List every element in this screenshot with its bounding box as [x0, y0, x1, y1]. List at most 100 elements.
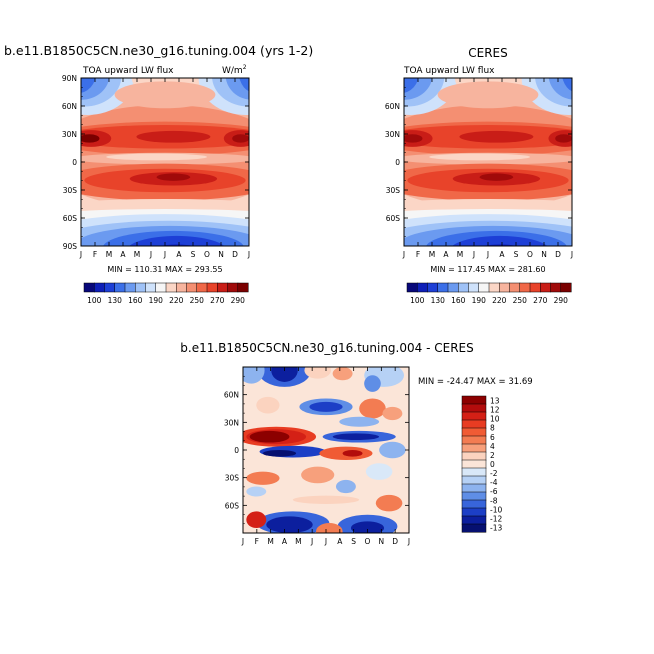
contour-region [562, 78, 572, 92]
colorbar-swatch [509, 282, 521, 293]
x-tick-label: D [232, 250, 238, 259]
panel-model-subtitle: TOA upward LW flux [82, 66, 174, 76]
x-tick-label: M [457, 250, 463, 259]
colorbar-label: 290 [554, 296, 569, 305]
x-tick-label: A [337, 537, 343, 546]
y-tick-label: 60S [386, 214, 401, 223]
colorbar-swatch [447, 282, 459, 293]
colorbar-label: 8 [490, 424, 495, 433]
contour-region [437, 81, 539, 109]
panel-ceres: CERES TOA upward LW flux J F M A M J J A S O N D J60… [385, 46, 573, 305]
contour-region [459, 130, 534, 143]
colorbar-swatch [461, 475, 487, 485]
contour-region [332, 367, 353, 381]
panel-difference-contour-field [243, 367, 409, 533]
colorbar-swatch [461, 443, 487, 453]
y-tick-label: 30N [385, 130, 400, 139]
contour-region [365, 463, 393, 480]
colorbar-swatch [124, 282, 136, 293]
colorbar-swatch [165, 282, 177, 293]
colorbar-label: 12 [490, 406, 500, 415]
panel-model-stats: MIN = 110.31 MAX = 293.55 [107, 265, 222, 274]
y-tick-label: 0 [234, 446, 239, 455]
colorbar-swatch [186, 282, 198, 293]
contour-region [246, 511, 267, 529]
colorbar-swatch [499, 282, 511, 293]
contour-region [426, 230, 567, 246]
x-tick-label: A [499, 250, 505, 259]
y-tick-label: 60N [62, 102, 77, 111]
contour-region [350, 521, 385, 533]
contour-region [429, 153, 530, 161]
x-tick-label: N [541, 250, 547, 259]
colorbar-label: 220 [492, 296, 507, 305]
colorbar-label: 100 [410, 296, 425, 305]
x-tick-label: O [527, 250, 533, 259]
contour-region [359, 398, 386, 419]
colorbar-swatch [176, 282, 188, 293]
contour-region [479, 173, 514, 181]
contour-region [262, 450, 297, 457]
colorbar-swatch [206, 282, 218, 293]
colorbar-swatch [237, 282, 249, 293]
contour-region [364, 375, 381, 392]
panel-model-contour-field [81, 78, 249, 246]
contour-region [271, 367, 298, 382]
colorbar-label: 10 [490, 415, 500, 424]
colorbar-swatch [437, 282, 449, 293]
colorbar-swatch [461, 459, 487, 469]
panel-ceres-title: CERES [468, 46, 508, 60]
colorbar-label: 190 [149, 296, 164, 305]
x-tick-label: M [429, 250, 435, 259]
y-tick-label: 60N [385, 102, 400, 111]
x-tick-label: J [79, 250, 82, 259]
colorbar-label: 13 [490, 397, 500, 406]
x-tick-label: M [106, 250, 112, 259]
colorbar-label: 160 [451, 296, 466, 305]
x-tick-label: J [402, 250, 405, 259]
y-tick-label: 30S [225, 474, 240, 483]
colorbar-swatch [461, 411, 487, 421]
y-tick-label: 30S [386, 186, 401, 195]
colorbar-swatch [461, 435, 487, 445]
contour-region [452, 235, 548, 246]
x-tick-label: A [120, 250, 126, 259]
colorbar-swatch [83, 282, 95, 293]
colorbar-label: -8 [490, 496, 498, 505]
x-tick-label: J [407, 537, 410, 546]
contour-region [309, 401, 343, 412]
colorbar-swatch [461, 427, 487, 437]
x-tick-label: J [570, 250, 573, 259]
contour-region [136, 130, 211, 143]
x-tick-label: S [191, 250, 196, 259]
x-tick-label: J [241, 537, 244, 546]
panel-ceres-subtitle: TOA upward LW flux [403, 66, 495, 76]
panel-ceres-colorbar: 100 130 160 190 220 250 270 290 [406, 282, 572, 305]
contour-region [301, 466, 335, 484]
colorbar-swatch [488, 282, 500, 293]
y-tick-label: 0 [72, 158, 77, 167]
contour-region [129, 235, 225, 246]
colorbar-label: 250 [513, 296, 528, 305]
colorbar-swatch [461, 395, 487, 405]
contour-region [382, 406, 403, 421]
colorbar-label: 160 [128, 296, 143, 305]
contour-region [232, 134, 249, 143]
x-tick-label: A [282, 537, 288, 546]
x-tick-label: M [134, 250, 140, 259]
contour-region [256, 396, 280, 414]
colorbar-swatch [155, 282, 167, 293]
colorbar-swatch [417, 282, 429, 293]
colorbar-label: 220 [169, 296, 184, 305]
colorbar-swatch [227, 282, 239, 293]
x-tick-label: D [392, 537, 398, 546]
colorbar-swatch [196, 282, 208, 293]
contour-region [106, 153, 207, 161]
colorbar-swatch [461, 491, 487, 501]
panel-ceres-contour-field [404, 78, 572, 246]
y-tick-label: 60N [224, 391, 239, 400]
colorbar-swatch [461, 451, 487, 461]
